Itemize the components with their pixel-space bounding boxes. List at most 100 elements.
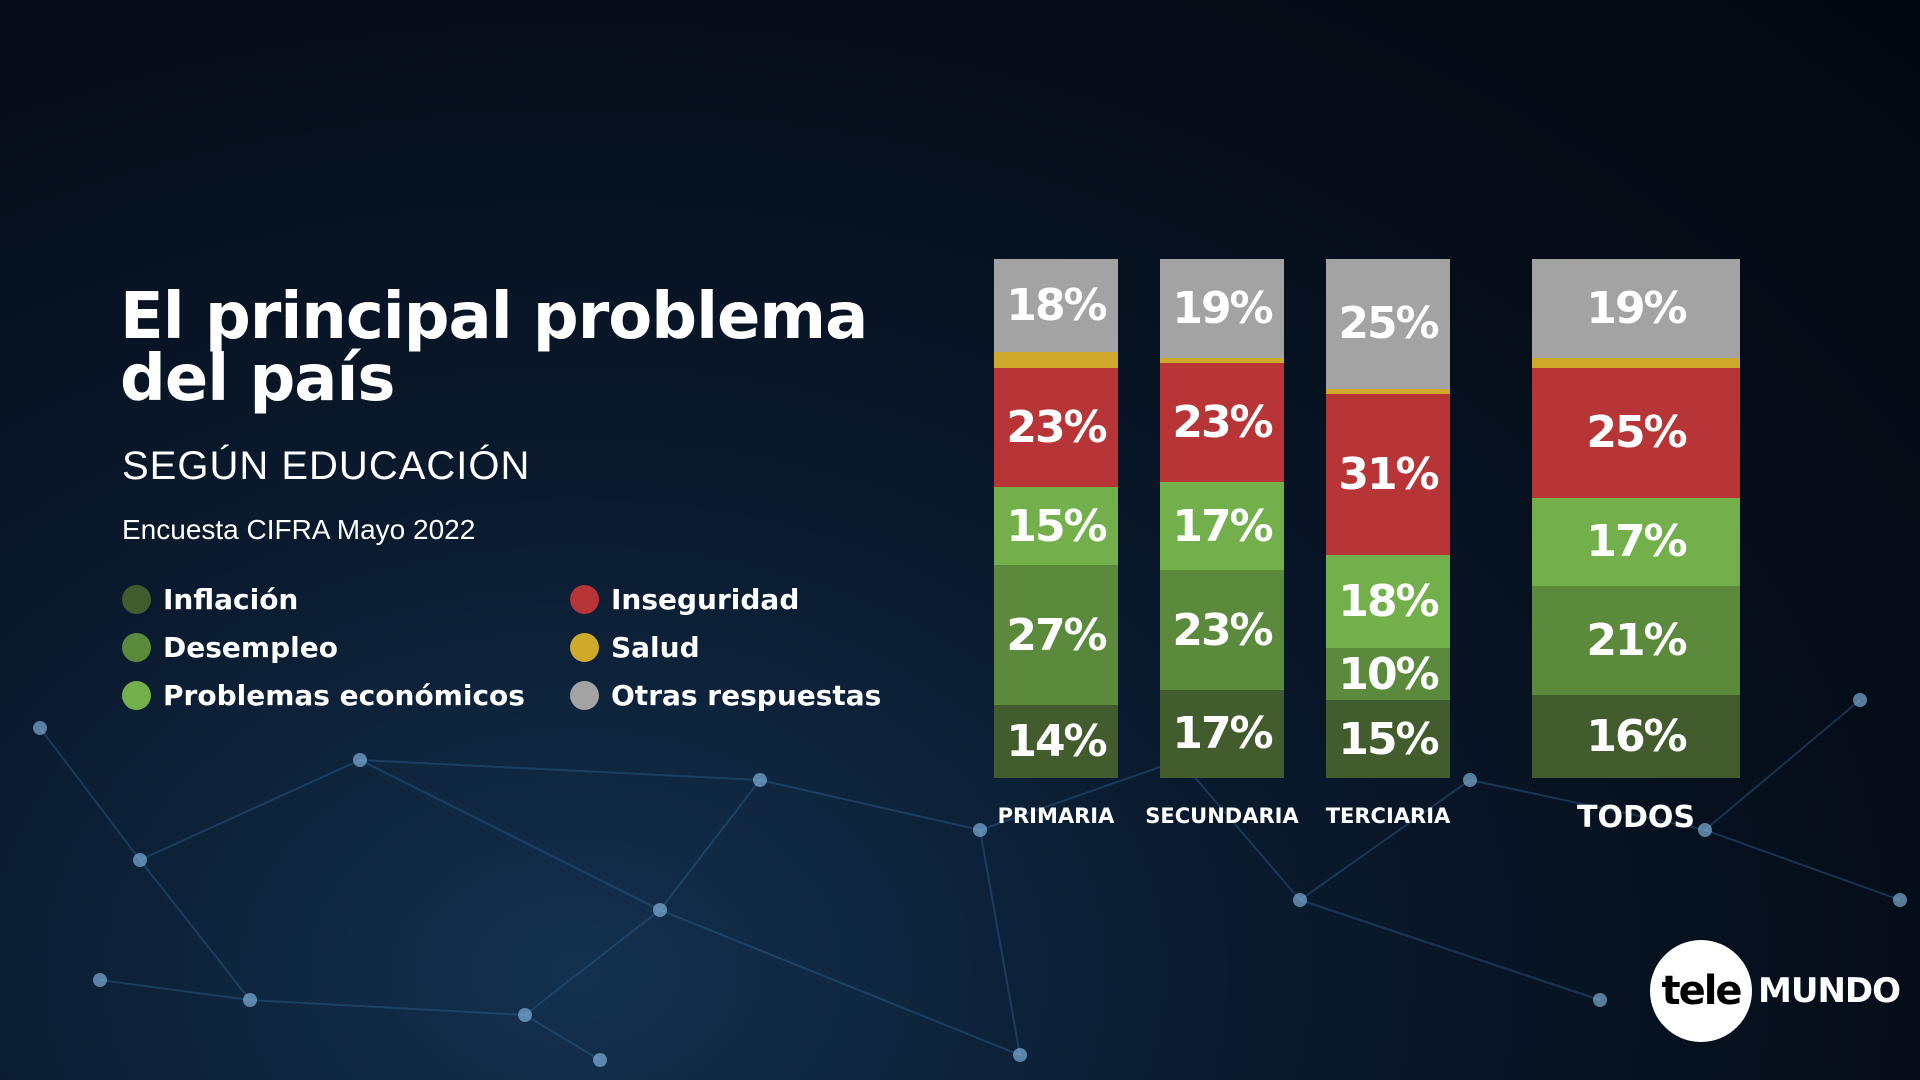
legend-label: Inseguridad bbox=[611, 582, 800, 616]
data-label: 31% bbox=[1338, 448, 1439, 500]
bar-segment-otras-respuestas: 18% bbox=[994, 259, 1118, 353]
bar-segment-desempleo: 10% bbox=[1326, 648, 1450, 701]
bar-segment-desempleo: 23% bbox=[1160, 570, 1284, 690]
network-node bbox=[1853, 693, 1867, 707]
network-line bbox=[1179, 759, 1301, 901]
network-line bbox=[979, 829, 1021, 1056]
network-node bbox=[1013, 1048, 1027, 1062]
bar-terciaria: 25% 31% 18% 10% 15% bbox=[1326, 259, 1450, 778]
data-label: 23% bbox=[1172, 604, 1273, 656]
network-line bbox=[39, 727, 141, 861]
category-label: TERCIARIA bbox=[1325, 804, 1451, 828]
bar-segment-otras-respuestas: 19% bbox=[1532, 259, 1740, 358]
data-label: 25% bbox=[1338, 298, 1439, 350]
bar-segment-otras-respuestas: 25% bbox=[1326, 259, 1450, 389]
network-node bbox=[653, 903, 667, 917]
network-line bbox=[139, 759, 361, 861]
bar-segment-inflación: 14% bbox=[994, 705, 1118, 778]
data-label: 19% bbox=[1172, 282, 1273, 334]
bar-segment-problemas-económicos: 15% bbox=[994, 487, 1118, 566]
bar-segment-desempleo: 27% bbox=[994, 565, 1118, 706]
network-node bbox=[518, 1008, 532, 1022]
data-label: 25% bbox=[1586, 407, 1687, 459]
data-label: 14% bbox=[1006, 716, 1107, 768]
network-line bbox=[659, 909, 1021, 1056]
data-label: 18% bbox=[1006, 280, 1107, 332]
legend-item: Otras respuestas bbox=[570, 679, 890, 712]
network-line bbox=[359, 759, 661, 911]
data-label: 15% bbox=[1006, 500, 1107, 552]
legend-label: Inflación bbox=[163, 582, 299, 616]
category-label: PRIMARIA bbox=[997, 804, 1115, 828]
legend: Inflación Inseguridad Desempleo Salud Proble… bbox=[122, 582, 890, 712]
legend-dot-icon bbox=[570, 632, 599, 662]
title-text: El principal problema del país bbox=[120, 280, 868, 416]
network-line bbox=[139, 859, 251, 1001]
legend-item: Desempleo bbox=[122, 630, 570, 664]
legend-dot-icon bbox=[122, 584, 151, 614]
data-label: 17% bbox=[1172, 708, 1273, 760]
network-line bbox=[759, 779, 981, 831]
network-node bbox=[133, 853, 147, 867]
network-line bbox=[249, 999, 526, 1016]
bar-segment-inflación: 17% bbox=[1160, 689, 1284, 778]
telemundo-logo: tele MUNDO bbox=[1650, 940, 1901, 1042]
network-node bbox=[753, 773, 767, 787]
page-title: El principal problema del país bbox=[120, 285, 868, 411]
data-label: 18% bbox=[1338, 576, 1439, 628]
network-node bbox=[1698, 823, 1712, 837]
data-label: 10% bbox=[1338, 648, 1439, 700]
bar-segment-inflación: 15% bbox=[1326, 700, 1450, 778]
legend-item: Salud bbox=[570, 630, 890, 664]
data-label: 23% bbox=[1172, 396, 1273, 448]
network-node bbox=[33, 721, 47, 735]
network-line bbox=[979, 759, 1181, 831]
bar-segment-salud bbox=[994, 352, 1118, 368]
bar-primaria: 18% 23% 15% 27% 14% bbox=[994, 259, 1118, 778]
network-node bbox=[353, 753, 367, 767]
bar-segment-inflación: 16% bbox=[1532, 694, 1740, 778]
network-node bbox=[1593, 993, 1607, 1007]
network-line bbox=[524, 1014, 601, 1061]
legend-item: Inflación bbox=[122, 582, 570, 616]
bar-segment-problemas-económicos: 17% bbox=[1532, 497, 1740, 586]
network-node bbox=[243, 993, 257, 1007]
bar-segment-salud bbox=[1326, 388, 1450, 394]
network-node bbox=[1463, 773, 1477, 787]
network-line bbox=[99, 979, 251, 1001]
bar-segment-problemas-económicos: 17% bbox=[1160, 482, 1284, 571]
legend-label: Problemas económicos bbox=[163, 678, 525, 712]
legend-item: Problemas económicos bbox=[122, 678, 570, 712]
network-line bbox=[1704, 829, 1901, 901]
network-line bbox=[659, 779, 761, 911]
bar-segment-otras-respuestas: 19% bbox=[1160, 259, 1284, 358]
network-line bbox=[1299, 779, 1471, 901]
legend-label: Desempleo bbox=[163, 630, 338, 664]
network-node bbox=[973, 823, 987, 837]
category-label: SECUNDARIA bbox=[1145, 804, 1299, 828]
network-line bbox=[524, 909, 661, 1016]
bar-segment-problemas-económicos: 18% bbox=[1326, 554, 1450, 649]
data-label: 27% bbox=[1006, 609, 1107, 661]
legend-dot-icon bbox=[570, 680, 599, 710]
network-line bbox=[1469, 779, 1706, 831]
legend-label: Salud bbox=[611, 630, 700, 664]
data-label: 17% bbox=[1586, 516, 1687, 568]
bar-segment-desempleo: 21% bbox=[1532, 585, 1740, 695]
network-node bbox=[93, 973, 107, 987]
data-label: 23% bbox=[1006, 402, 1107, 454]
bar-segment-inseguridad: 31% bbox=[1326, 393, 1450, 555]
network-node bbox=[593, 1053, 607, 1067]
bar-segment-salud bbox=[1532, 357, 1740, 368]
bar-segment-inseguridad: 25% bbox=[1532, 367, 1740, 498]
legend-item: Inseguridad bbox=[570, 582, 890, 616]
logo-circle: tele bbox=[1650, 940, 1752, 1042]
data-label: 15% bbox=[1338, 713, 1439, 765]
category-label: TODOS bbox=[1577, 800, 1695, 835]
data-label: 16% bbox=[1586, 710, 1687, 762]
bar-segment-salud bbox=[1160, 357, 1284, 363]
logo-text: MUNDO bbox=[1758, 971, 1901, 1011]
legend-dot-icon bbox=[122, 680, 151, 710]
network-node bbox=[1893, 893, 1907, 907]
